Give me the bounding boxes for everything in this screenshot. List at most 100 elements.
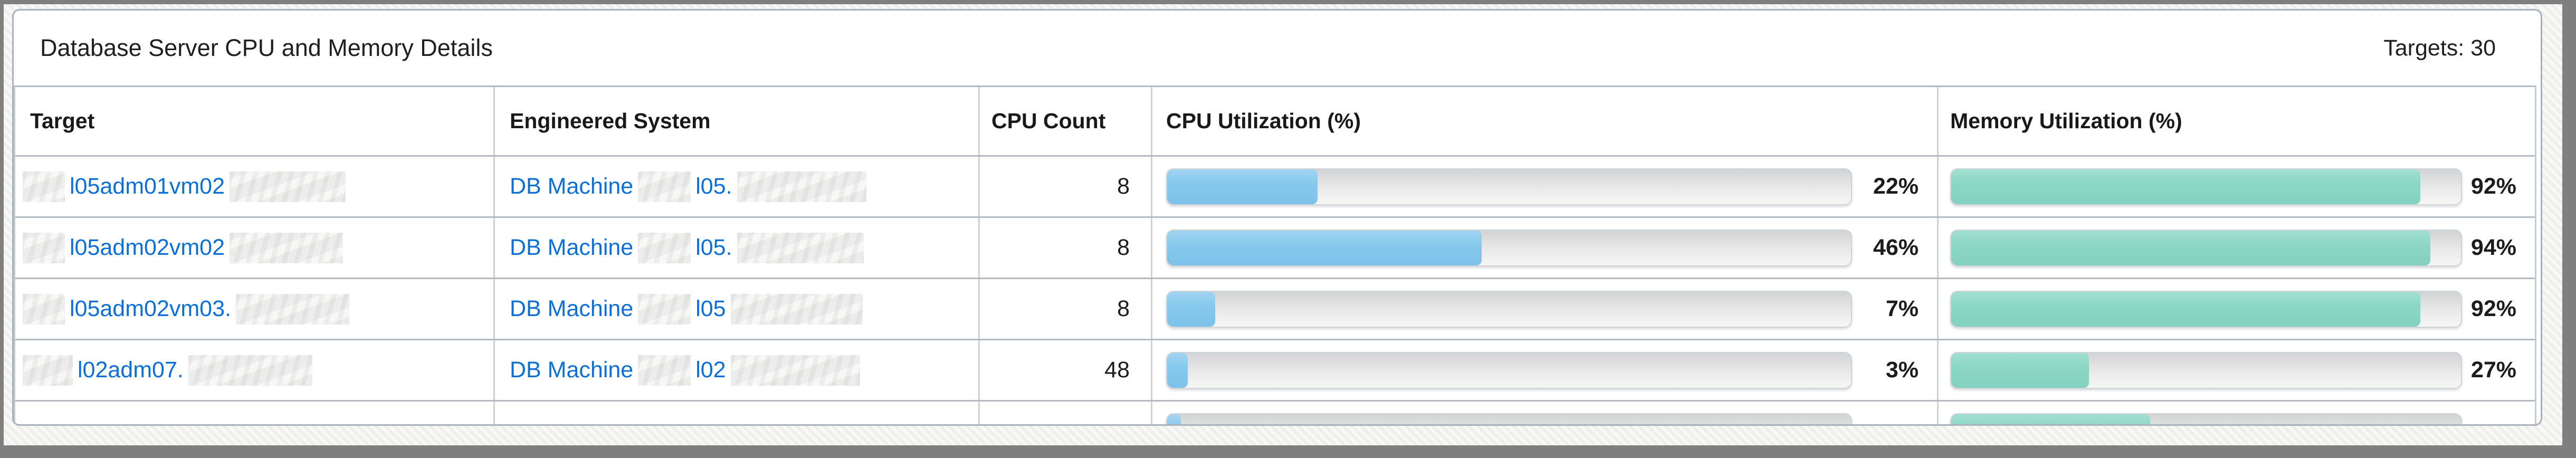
target-link[interactable]: l02adm07. [78, 357, 184, 383]
cpu-utilization-bar: 46% [1152, 229, 1937, 266]
memory-utilization-cell: 94% [1939, 218, 2535, 278]
cpu-count-value: 8 [1117, 296, 1130, 321]
cpu-count-cell: 48 [980, 340, 1152, 400]
redacted-text [23, 171, 65, 202]
cpu-utilization-cell: 7% [1152, 279, 1939, 339]
target-cell: l05adm02vm03. [15, 279, 495, 339]
redacted-text [188, 355, 312, 386]
table-row: l05adm01vm02 DB Machine l05. 8 22% 92% [15, 157, 2535, 218]
cpu-utilization-cell [1152, 402, 1939, 424]
memory-percent-label: 92% [2470, 174, 2516, 199]
memory-utilization-bar: 92% [1939, 168, 2535, 205]
memory-percent-label: 94% [2470, 235, 2516, 260]
engineered-system-link[interactable]: l05. [695, 174, 732, 199]
cpu-count-cell: 8 [980, 279, 1152, 339]
redacted-text [730, 355, 860, 386]
engineered-system-cell: DB Machine l05 [495, 279, 980, 339]
cpu-bar-track [1166, 413, 1852, 424]
redacted-text [23, 232, 65, 263]
table-row: l05adm02vm03. DB Machine l05 8 7% 92% [15, 279, 2535, 340]
cpu-percent-label: 7% [1885, 296, 1919, 321]
memory-utilization-cell: 92% [1939, 157, 2535, 216]
memory-bar-track [1950, 290, 2462, 328]
target-link[interactable]: l05adm02vm03. [70, 296, 231, 321]
panel-titlebar: Database Server CPU and Memory Details T… [14, 11, 2541, 85]
target-link-line: l05adm02vm03. [23, 293, 349, 325]
memory-bar-track [1950, 168, 2462, 205]
engineered-system-link[interactable]: DB Machine [510, 296, 634, 321]
memory-utilization-bar: 92% [1939, 290, 2535, 328]
cpu-bar-track [1166, 290, 1852, 328]
cpu-count-cell: 8 [980, 157, 1152, 216]
memory-bar-fill [1951, 230, 2431, 265]
target-cell [15, 402, 495, 424]
memory-bar-fill [1951, 291, 2420, 327]
header-cpu-utilization: CPU Utilization (%) [1152, 87, 1939, 155]
target-link-line: l05adm01vm02 [23, 171, 346, 202]
target-link[interactable]: l05adm02vm02 [70, 235, 225, 260]
cpu-utilization-cell: 22% [1152, 157, 1939, 216]
memory-bar-track [1950, 351, 2462, 389]
redacted-text [638, 232, 691, 263]
target-link-line: l02adm07. [23, 355, 312, 386]
cpu-bar-track [1166, 229, 1852, 266]
engineered-system-link-line: DB Machine l05. [510, 232, 864, 263]
cpu-bar-fill [1167, 230, 1482, 265]
engineered-system-link[interactable]: l05 [695, 296, 726, 321]
target-cell: l02adm07. [15, 340, 495, 400]
cpu-bar-track [1166, 168, 1852, 205]
cpu-count-value: 8 [1117, 174, 1130, 199]
memory-bar-fill [1951, 414, 2150, 424]
cpu-utilization-bar: 3% [1152, 351, 1937, 389]
engineered-system-link-line: DB Machine l05. [510, 171, 866, 202]
redacted-text [23, 293, 65, 325]
memory-utilization-cell [1939, 402, 2535, 424]
redacted-text [730, 293, 863, 325]
engineered-system-cell: DB Machine l05. [495, 157, 980, 216]
panel-title: Database Server CPU and Memory Details [40, 34, 493, 61]
engineered-system-link[interactable]: DB Machine [510, 357, 634, 383]
redacted-text [737, 171, 866, 202]
memory-bar-fill [1951, 352, 2089, 388]
header-engineered-system: Engineered System [495, 87, 980, 155]
memory-utilization-bar [1939, 413, 2535, 424]
cpu-bar-fill [1167, 169, 1318, 204]
cpu-utilization-bar: 22% [1152, 168, 1937, 205]
engineered-system-link[interactable]: l05. [695, 235, 732, 260]
memory-utilization-bar: 94% [1939, 229, 2535, 266]
redacted-text [230, 171, 346, 202]
cpu-utilization-cell: 46% [1152, 218, 1939, 278]
table-body: l05adm01vm02 DB Machine l05. 8 22% 92% l05adm0… [15, 157, 2535, 424]
redacted-text [638, 171, 691, 202]
cpu-count-value: 8 [1117, 235, 1130, 260]
db-server-cpu-memory-panel: Database Server CPU and Memory Details T… [12, 9, 2542, 426]
header-cpu-count: CPU Count [980, 87, 1152, 155]
table-row: l02adm07. DB Machine l02 48 3% 27% [15, 340, 2535, 402]
cpu-bar-fill [1167, 291, 1215, 327]
engineered-system-link[interactable]: DB Machine [510, 174, 634, 199]
target-link-line: l05adm02vm02 [23, 232, 344, 263]
redacted-text [235, 293, 349, 325]
memory-utilization-cell: 92% [1939, 279, 2535, 339]
cpu-bar-fill [1167, 414, 1181, 424]
engineered-system-link[interactable]: l02 [695, 357, 726, 383]
memory-utilization-bar: 27% [1939, 351, 2535, 389]
table-header-row: Target Engineered System CPU Count CPU U… [15, 87, 2535, 157]
cpu-percent-label: 46% [1873, 235, 1919, 260]
redacted-text [638, 293, 691, 325]
cpu-utilization-bar: 7% [1152, 290, 1937, 328]
targets-count: Targets: 30 [2383, 35, 2496, 61]
engineered-system-link-line: DB Machine l05 [510, 293, 863, 325]
table-row [15, 402, 2535, 424]
engineered-system-cell: DB Machine l05. [495, 218, 980, 278]
cpu-bar-track [1166, 351, 1852, 389]
cpu-bar-fill [1167, 352, 1188, 388]
redacted-text [23, 355, 73, 386]
cpu-utilization-cell: 3% [1152, 340, 1939, 400]
engineered-system-link[interactable]: DB Machine [510, 235, 634, 260]
header-target: Target [15, 87, 495, 155]
memory-percent-label: 27% [2470, 357, 2516, 383]
target-link[interactable]: l05adm01vm02 [70, 174, 225, 199]
redacted-text [638, 355, 691, 386]
